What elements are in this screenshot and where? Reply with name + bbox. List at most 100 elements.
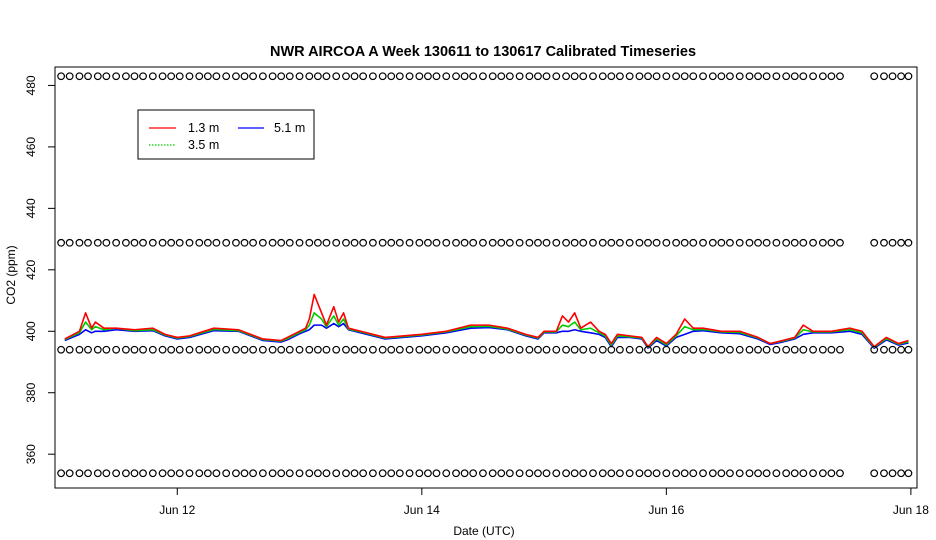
calibration-point [870, 345, 879, 354]
calibration-point [680, 238, 689, 247]
calibration-point [130, 469, 139, 478]
calibration-point [469, 469, 478, 478]
calibration-point [350, 238, 359, 247]
calibration-point [904, 345, 913, 354]
series-line-1-3-m [64, 293, 909, 348]
calibration-point [378, 469, 387, 478]
calibration-point [708, 345, 717, 354]
calibration-point [249, 238, 257, 247]
calibration-point [158, 72, 167, 81]
calibration-point [130, 72, 139, 81]
calibration-point [130, 238, 139, 247]
calibration-point [167, 469, 176, 478]
calibration-point [369, 345, 377, 354]
calibration-point [515, 72, 524, 81]
calibration-point [799, 238, 808, 247]
calibration-point [505, 238, 514, 247]
calibration-point [102, 469, 111, 478]
calibration-point [452, 469, 460, 478]
calibration-point [295, 72, 304, 81]
calibration-point [717, 469, 726, 478]
calibration-points-calibration-394 [57, 345, 913, 354]
calibration-point [488, 72, 497, 81]
calibration-point [790, 72, 799, 81]
calibration-point [57, 72, 66, 81]
calibration-point [635, 469, 644, 478]
calibration-point [827, 469, 836, 478]
calibration-point [395, 345, 404, 354]
calibration-point [57, 345, 66, 354]
calibration-point [405, 469, 414, 478]
calibration-point [452, 345, 460, 354]
calibration-point [175, 238, 184, 247]
calibration-point [415, 345, 424, 354]
calibration-point [93, 238, 102, 247]
calibration-point [185, 345, 194, 354]
calibration-point [717, 72, 726, 81]
calibration-point [680, 469, 689, 478]
calibration-point [635, 72, 644, 81]
calibration-point [75, 238, 84, 247]
calibration-point [782, 72, 791, 81]
calibration-point [148, 345, 157, 354]
calibration-point [432, 345, 441, 354]
calibration-point [589, 72, 597, 81]
y-tick-label-480: 480 [24, 75, 38, 95]
calibration-point [93, 469, 102, 478]
calibration-point [708, 469, 717, 478]
calibration-point [708, 72, 717, 81]
calibration-point [799, 72, 808, 81]
legend-label-3-5m: 3.5 m [188, 138, 219, 152]
calibration-point [809, 469, 817, 478]
calibration-point [122, 72, 130, 81]
calibration-point [505, 72, 514, 81]
calibration-point [240, 72, 249, 81]
calibration-point [65, 469, 74, 478]
calibration-point [689, 469, 698, 478]
calibration-point [258, 345, 267, 354]
calibration-point [515, 238, 524, 247]
calibration-point [350, 345, 359, 354]
calibration-point [305, 469, 314, 478]
calibration-point [102, 238, 111, 247]
calibration-point [570, 238, 579, 247]
calibration-point [552, 469, 561, 478]
calibration-point [515, 345, 524, 354]
calibration-point [158, 345, 167, 354]
calibration-point [689, 72, 698, 81]
calibration-point [313, 469, 322, 478]
calibration-point [460, 345, 469, 354]
calibration-point [598, 345, 607, 354]
calibration-point [342, 72, 350, 81]
calibration-point [689, 238, 698, 247]
calibration-point [897, 72, 905, 81]
calibration-point [782, 469, 791, 478]
calibration-point [322, 238, 331, 247]
y-tick-label-400: 400 [24, 321, 38, 341]
calibration-point [836, 238, 844, 247]
calibration-points-calibration-483 [57, 72, 913, 81]
calibration-point [772, 238, 781, 247]
calibration-point [562, 238, 570, 247]
calibration-point [185, 469, 194, 478]
calibration-point [880, 345, 888, 354]
calibration-point [745, 238, 754, 247]
calibration-point [652, 345, 661, 354]
calibration-point [818, 345, 827, 354]
calibration-point [652, 72, 661, 81]
calibration-point [735, 345, 744, 354]
series-line-5-1-m [64, 322, 909, 349]
calibration-point [635, 238, 644, 247]
calibration-point [888, 345, 897, 354]
calibration-point [387, 238, 396, 247]
calibration-point [112, 72, 121, 81]
calibration-point [268, 345, 277, 354]
y-tick-label-440: 440 [24, 198, 38, 218]
calibration-point [249, 469, 257, 478]
calibration-point [880, 469, 888, 478]
calibration-point [424, 72, 432, 81]
calibration-point [827, 345, 836, 354]
calibration-point [175, 345, 184, 354]
calibration-point [122, 469, 130, 478]
